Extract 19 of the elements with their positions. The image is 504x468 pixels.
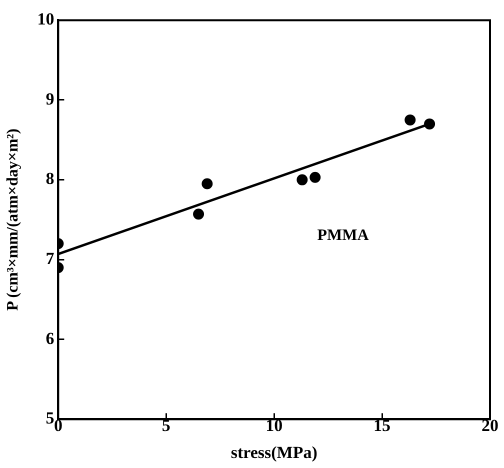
text: PMMA: [317, 226, 370, 244]
x-tick-label: 15: [374, 416, 391, 435]
point: [296, 174, 308, 186]
point: [404, 114, 416, 126]
y-axis-title: P (cm³×mm/(atm×day×m²): [4, 128, 22, 311]
x-tick-label: 0: [54, 416, 62, 435]
y-tick-label: 8: [46, 169, 54, 188]
y-tick-label: 9: [46, 89, 54, 108]
y-tick-label: 6: [46, 328, 54, 348]
point: [193, 208, 204, 220]
y-tick-label: 10: [37, 10, 54, 29]
point: [310, 172, 321, 183]
point: [424, 118, 436, 130]
x-tick-label: 20: [482, 416, 498, 435]
x-tick-label: 5: [162, 416, 170, 435]
x-tick-label: 10: [266, 416, 283, 435]
y-tick-label: 7: [46, 248, 55, 268]
x-axis-title: stress(MPa): [230, 443, 318, 462]
point: [202, 178, 213, 190]
